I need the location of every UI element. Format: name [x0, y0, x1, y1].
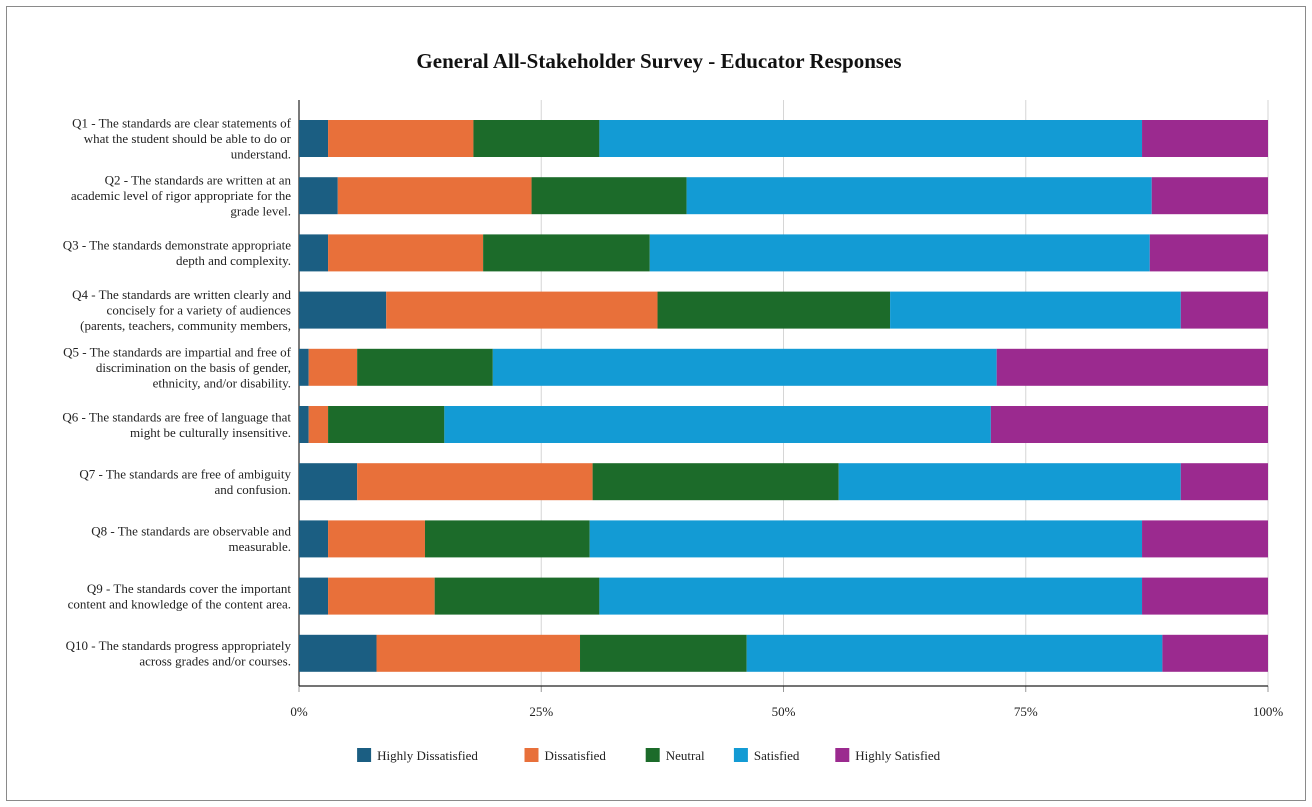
bar-segment — [599, 577, 1143, 615]
bar-segment — [328, 234, 484, 272]
category-label: Q8 - The standards are observable and — [91, 524, 291, 539]
bar-segment — [299, 177, 338, 215]
bar-segment — [434, 577, 600, 615]
bar-segment — [1180, 291, 1268, 329]
category-label: measurable. — [229, 539, 291, 554]
bar-segment — [1162, 634, 1268, 672]
category-label: Q2 - The standards are written at an — [105, 173, 292, 188]
bar-segment — [589, 520, 1143, 558]
legend-label: Highly Satisfied — [855, 748, 940, 763]
legend-swatch — [835, 748, 850, 762]
bar-segment — [299, 234, 329, 272]
bar-segment — [299, 634, 377, 672]
bar-segment — [299, 348, 309, 386]
legend-label: Satisfied — [754, 748, 800, 763]
category-label: Q9 - The standards cover the important — [87, 581, 291, 596]
category-label: and confusion. — [214, 482, 291, 497]
category-label: Q1 - The standards are clear statements … — [72, 116, 292, 131]
bar-segment — [424, 520, 590, 558]
category-label: ethnicity, and/or disability. — [153, 375, 291, 390]
legend-swatch — [733, 748, 748, 762]
category-label: Q3 - The standards demonstrate appropria… — [63, 238, 291, 253]
category-label: academic level of rigor appropriate for … — [71, 188, 291, 203]
bar-segment — [444, 406, 991, 443]
category-label: discrimination on the basis of gender, — [96, 360, 291, 375]
x-tick-label: 100% — [1253, 704, 1284, 719]
category-label: concisely for a variety of audiences — [107, 303, 291, 318]
bar-segment — [996, 348, 1268, 386]
bar-segment — [357, 348, 493, 386]
category-label: Q6 - The standards are free of language … — [62, 409, 291, 424]
bar-segment — [592, 463, 839, 501]
bar-segment — [531, 177, 687, 215]
bar-segment — [299, 577, 329, 615]
bar-segment — [1142, 520, 1268, 558]
bar-segment — [328, 520, 425, 558]
stacked-bar-chart: General All-Stakeholder Survey - Educato… — [62, 49, 1283, 763]
category-labels: Q1 - The standards are clear statements … — [62, 116, 291, 669]
legend-label: Dissatisfied — [545, 748, 607, 763]
category-label: might be culturally insensitive. — [130, 425, 291, 440]
bar-segment — [376, 634, 581, 672]
bar-segment — [299, 291, 387, 329]
x-axis-ticks: 0% 25% 50% 75% 100% — [290, 704, 1283, 719]
x-tick-label: 0% — [290, 704, 308, 719]
x-tick-label: 75% — [1014, 704, 1038, 719]
category-label: (parents, teachers, community members, — [80, 318, 291, 333]
legend-label: Highly Dissatisfied — [377, 748, 478, 763]
bar-segment — [1142, 120, 1268, 157]
bar-segment — [299, 520, 329, 558]
category-label: across grades and/or courses. — [139, 654, 291, 669]
x-tick-label: 25% — [529, 704, 553, 719]
bar-segment — [357, 463, 593, 501]
bar-segment — [328, 406, 445, 443]
bar-segment — [990, 406, 1268, 443]
legend-label: Neutral — [666, 748, 705, 763]
bar-segment — [686, 177, 1152, 215]
bar-segment — [483, 234, 650, 272]
legend-swatch — [357, 748, 372, 762]
category-label: Q10 - The standards progress appropriate… — [66, 638, 292, 653]
chart-title: General All-Stakeholder Survey - Educato… — [416, 49, 901, 73]
category-label: what the student should be able to do or — [84, 131, 292, 146]
bar-segment — [308, 348, 358, 386]
bar-segment — [580, 634, 747, 672]
legend: Highly Dissatisfied Dissatisfied Neutral Sa… — [357, 748, 941, 763]
legend-swatch — [645, 748, 660, 762]
category-label: content and knowledge of the content are… — [68, 596, 291, 611]
bar-segment — [337, 177, 532, 215]
bar-segment — [299, 406, 309, 443]
bar-segment — [1180, 463, 1268, 501]
bar-segment — [657, 291, 891, 329]
bar-segment — [492, 348, 997, 386]
bar-segment — [328, 577, 435, 615]
x-tick-label: 50% — [772, 704, 796, 719]
bar-segment — [838, 463, 1181, 501]
category-label: depth and complexity. — [176, 253, 291, 268]
bar-segment — [746, 634, 1163, 672]
category-label: Q7 - The standards are free of ambiguity — [79, 466, 291, 481]
legend-swatch — [524, 748, 539, 762]
bar-segment — [599, 120, 1143, 157]
bar-segment — [1142, 577, 1268, 615]
bar-segment — [1149, 234, 1268, 272]
bar-segment — [473, 120, 600, 157]
category-label: Q5 - The standards are impartial and fre… — [63, 344, 292, 359]
bar-segment — [890, 291, 1181, 329]
category-label: understand. — [231, 147, 291, 162]
bar-segment — [299, 463, 358, 501]
bar-segment — [299, 120, 329, 157]
bars — [299, 120, 1268, 672]
category-label: Q4 - The standards are written clearly a… — [72, 287, 291, 302]
bar-segment — [649, 234, 1150, 272]
bar-segment — [328, 120, 474, 157]
bar-segment — [386, 291, 658, 329]
chart-frame: General All-Stakeholder Survey - Educato… — [6, 6, 1306, 801]
bar-segment — [1151, 177, 1268, 215]
category-label: grade level. — [230, 204, 291, 219]
bar-segment — [308, 406, 329, 443]
